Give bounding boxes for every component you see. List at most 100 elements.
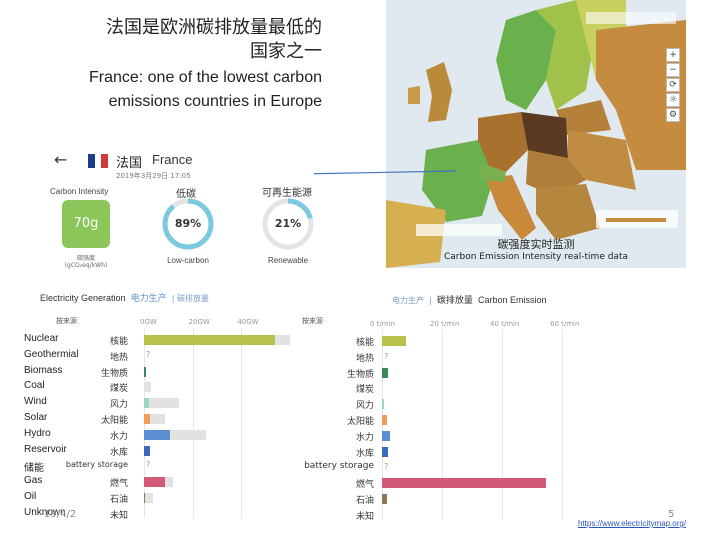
emission-row-label-cn: 水力	[355, 432, 374, 443]
renewable-label-en: Renewable	[267, 256, 309, 265]
emission-row-label-cn: 水库	[355, 448, 374, 459]
low-carbon-ring	[162, 198, 214, 250]
generation-row-label-en: Reservoir	[24, 443, 67, 455]
generation-row-label-cn: 核能	[109, 337, 128, 347]
emission-panel	[296, 284, 576, 540]
slide-date: 19/4/2	[44, 509, 77, 520]
emission-bar	[382, 367, 388, 378]
generation-bar	[144, 429, 170, 440]
emission-row-label-cn: 煤炭	[355, 385, 374, 396]
generation-bar	[144, 398, 149, 409]
generation-row-label-en: Wind	[24, 396, 47, 408]
generation-row-label-en: Nuclear	[24, 333, 59, 344]
generation-panel-header: Electricity Generation 电力生产 | 碳排放量	[40, 286, 209, 305]
page-number: 5	[668, 509, 675, 520]
generation-bar	[144, 493, 145, 503]
emission-gridline	[382, 330, 383, 520]
back-arrow-icon[interactable]: ←	[54, 150, 68, 169]
generation-row-label-cn: 风力	[109, 400, 128, 411]
country-name-en: France	[152, 152, 193, 167]
generation-capacity-bar	[144, 493, 153, 503]
generation-row-label-cn: 未知	[109, 510, 128, 521]
slide-title-en: France: one of the lowest carbon emissio…	[22, 66, 322, 114]
generation-gridline	[241, 328, 243, 518]
emission-row-label-cn: 地热	[355, 353, 374, 364]
renewable-label-cn: 可再生能源	[262, 188, 312, 199]
generation-bar	[144, 414, 151, 424]
emission-row-label-cn: 核能	[355, 338, 374, 348]
zoom-out-button[interactable]: −	[666, 63, 680, 77]
tab-emission[interactable]: 碳排放量	[436, 296, 473, 306]
slide-title-cn-line1: 法国是欧洲碳排放量最低的	[106, 17, 322, 38]
low-carbon-label-en: Low-carbon	[167, 256, 209, 265]
emission-row-label-cn: 未知	[355, 511, 374, 522]
country-date: 2019年3月29日 17:05	[116, 172, 191, 180]
generation-row-label-en: Coal	[24, 380, 45, 392]
zoom-in-button[interactable]: +	[666, 48, 680, 62]
generation-capacity-bar	[144, 398, 180, 409]
tab-divider: |	[429, 296, 432, 305]
generation-tick-label: 0GW	[140, 318, 157, 326]
generation-row-label-cn: 水库	[109, 447, 128, 458]
tab-generation-muted[interactable]: 电力生产	[392, 296, 424, 305]
generation-row-label-en: Gas	[24, 475, 43, 487]
generation-row-unknown: ?	[146, 460, 151, 470]
emission-bar	[382, 415, 387, 425]
generation-row-label-cn: 太阳能	[100, 416, 128, 426]
brightness-icon[interactable]: ☼	[666, 93, 680, 107]
generation-bar	[144, 366, 146, 377]
renewable-ring-fill	[262, 198, 314, 250]
france-flag-icon	[88, 153, 108, 168]
generation-row-label-cn: 石油	[109, 495, 128, 505]
emission-bar	[382, 399, 384, 410]
generation-row-unknown: ?	[146, 349, 151, 359]
map-toolbar: + − ⟳ ☼ ⚙	[666, 48, 680, 123]
map-caption-en: Carbon Emission Intensity real-time data	[444, 252, 628, 262]
emission-tick-label: 0 t/min	[370, 320, 395, 328]
tab-generation[interactable]: 电力生产	[130, 294, 167, 304]
settings-icon[interactable]: ⚙	[666, 108, 680, 122]
emission-gridline	[562, 330, 563, 520]
source-link[interactable]: https://www.electricitymap.org/	[578, 519, 687, 528]
emission-row-label-cn: 燃气	[355, 480, 374, 491]
emission-bar	[382, 446, 388, 457]
generation-row-label-en: Hydro	[24, 427, 51, 439]
emission-row-label-cn: battery storage	[304, 461, 374, 472]
carbon-intensity-label: Carbon Intensity	[50, 187, 109, 196]
europe-map-graphic	[386, 0, 686, 268]
emission-row-label-cn: 生物质	[346, 369, 374, 380]
emission-tick-label: 40 t/min	[490, 320, 520, 328]
low-carbon-value: 89%	[174, 217, 202, 230]
generation-capacity-bar	[144, 429, 207, 440]
slide-title-en-line2: emissions countries in Europe	[108, 93, 322, 110]
generation-title-en: Electricity Generation	[40, 293, 126, 303]
generation-tick-label: 20GW	[188, 318, 210, 326]
emission-bar	[382, 430, 390, 441]
tab-emission-muted[interactable]: | 碳排放量	[171, 294, 209, 303]
emission-gridline	[442, 330, 443, 520]
emission-bar	[382, 336, 406, 346]
refresh-icon[interactable]: ⟳	[666, 78, 680, 92]
generation-bar	[144, 445, 151, 456]
generation-row-label-en: 储能	[24, 463, 44, 475]
generation-gridline	[192, 328, 194, 518]
europe-carbon-map[interactable]	[386, 0, 686, 268]
generation-bar	[144, 477, 165, 488]
generation-tick-label: 40GW	[237, 318, 259, 326]
emission-tick-label: 60 t/min	[550, 320, 580, 328]
emission-tick-label: 20 t/min	[430, 320, 460, 328]
generation-row-label-en: Biomass	[24, 364, 63, 376]
connector-line	[300, 170, 457, 175]
emission-row-unknown: ?	[384, 351, 389, 361]
map-caption-cn: 碳强度实时监测	[497, 238, 575, 251]
emission-row-unknown: ?	[384, 462, 389, 472]
emission-row-label-cn: 太阳能	[346, 417, 374, 427]
generation-row-label-en: Oil	[24, 491, 37, 502]
emission-gridline	[502, 330, 503, 520]
renewable-ring	[262, 198, 314, 250]
carbon-unit-cn: 碳强度	[76, 255, 95, 262]
emission-row-label-cn: 风力	[355, 401, 374, 412]
generation-row-label-en: Solar	[24, 412, 48, 423]
generation-capacity-bar	[144, 382, 152, 393]
generation-row-label-en: Unknown	[24, 506, 66, 518]
